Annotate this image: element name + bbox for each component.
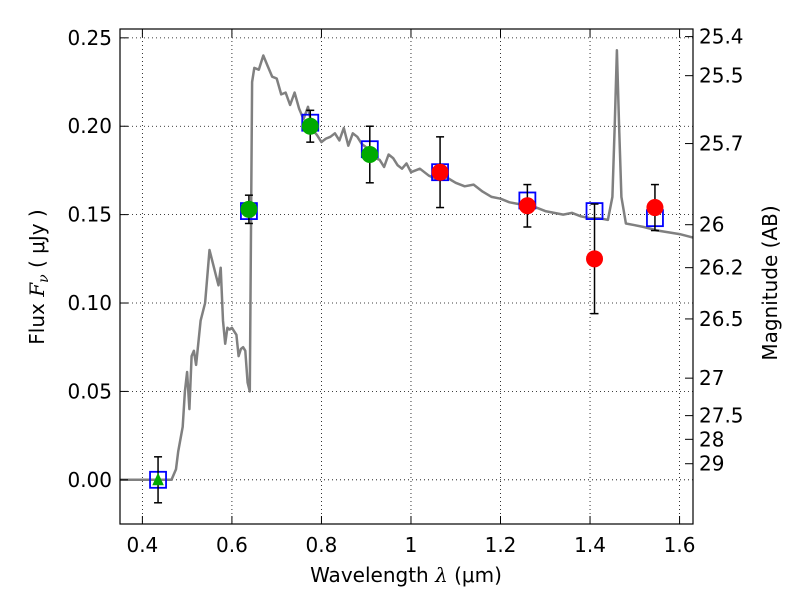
y2-axis-label: Magnitude (AB) <box>758 205 782 360</box>
observed-point-red <box>586 250 604 268</box>
observed-point-green <box>361 146 379 164</box>
y2-tick-label: 27.5 <box>699 404 744 428</box>
series-area <box>120 48 694 482</box>
upper-limit-triangle <box>152 472 164 486</box>
x-tick-label: 1.4 <box>574 533 606 557</box>
y-axis-label: Flux Fν ( μJy ) <box>25 209 52 344</box>
y2-tick-label: 26.5 <box>699 307 744 331</box>
observed-point-red <box>646 199 664 217</box>
y-tick-label: 0.25 <box>67 26 112 50</box>
y-tick-label: 0.20 <box>67 114 112 138</box>
y-tick-label: 0.00 <box>67 468 112 492</box>
y2-tick-label: 26.2 <box>699 256 744 280</box>
x-tick-label: 1 <box>405 533 418 557</box>
y2-tick-label: 28 <box>699 427 724 451</box>
x-tick-label: 1.2 <box>485 533 517 557</box>
x-tick-label: 0.4 <box>126 533 158 557</box>
grid <box>120 29 693 524</box>
x-tick-label: 1.6 <box>664 533 696 557</box>
marker-area <box>149 109 664 504</box>
observed-point-red <box>518 197 536 215</box>
x-axis-label: Wavelength λ (μm) <box>310 563 502 587</box>
x-tick-label: 0.6 <box>216 533 248 557</box>
ticks: 0.4 0.6 0.8 1 1.2 1.4 1.6 0.00 0.05 0.10 0.15 0.20 0… <box>67 25 743 557</box>
y-tick-label: 0.10 <box>67 291 112 315</box>
y2-tick-label: 25.5 <box>699 64 744 88</box>
y-tick-label: 0.05 <box>67 379 112 403</box>
observed-point-red <box>431 163 449 181</box>
y2-tick-label: 26 <box>699 213 724 237</box>
plot-frame <box>119 28 694 525</box>
y2-tick-label: 27 <box>699 366 724 390</box>
y2-tick-label: 25.7 <box>699 132 744 156</box>
observed-point-green <box>301 117 319 135</box>
y2-tick-label: 25.4 <box>699 25 744 49</box>
x-tick-label: 0.8 <box>306 533 338 557</box>
model-spectrum-line <box>120 48 694 482</box>
y2-tick-label: 29 <box>699 452 724 476</box>
y-tick-label: 0.15 <box>67 203 112 227</box>
observed-point-green <box>240 200 258 218</box>
